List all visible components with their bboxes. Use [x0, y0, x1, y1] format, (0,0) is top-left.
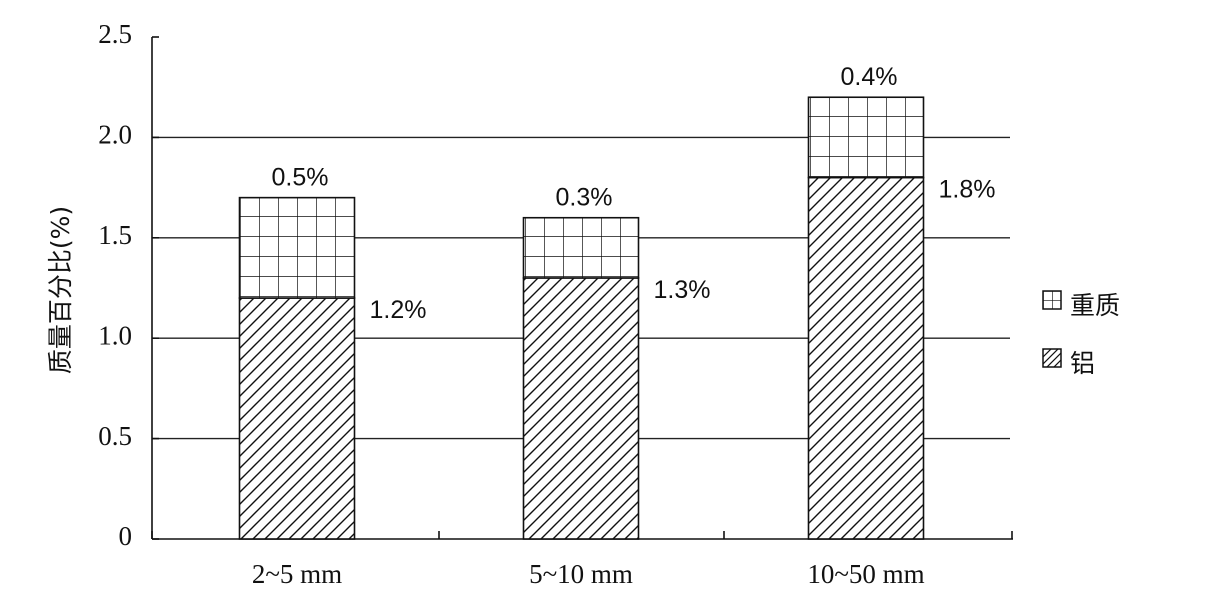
x-tick-label: 10~50 mm: [807, 559, 924, 589]
data-label-heavy: 0.3%: [556, 184, 613, 212]
y-tick-label: 0.5: [98, 421, 132, 451]
y-tick-label: 2.5: [98, 19, 132, 49]
legend-label-aluminum: 铝: [1070, 349, 1095, 378]
data-label-aluminum: 1.2%: [370, 296, 427, 324]
data-label-aluminum: 1.8%: [939, 176, 996, 204]
legend-label-heavy: 重质: [1070, 291, 1120, 320]
legend-swatch-aluminum: [1042, 348, 1062, 368]
bar-segment-aluminum: [522, 277, 640, 540]
bars: [238, 96, 925, 540]
data-labels: 1.2% 0.5% 1.3% 0.3% 1.8% 0.4%: [272, 63, 996, 324]
bar-segment-aluminum: [807, 176, 925, 540]
y-tick-label: 1.5: [98, 220, 132, 250]
data-label-heavy: 0.4%: [841, 63, 898, 91]
bar-segment-aluminum: [238, 297, 356, 540]
y-axis-label: 质量百分比(%): [46, 206, 75, 374]
data-label-heavy: 0.5%: [272, 164, 329, 192]
y-tick-label: 1.0: [98, 320, 132, 350]
y-axis: 0 0.5 1.0 1.5 2.0 2.5: [98, 19, 159, 551]
x-tick-label: 2~5 mm: [252, 559, 342, 589]
y-tick-label: 0: [119, 521, 133, 551]
legend-swatch-heavy: [1042, 290, 1062, 310]
bar-segment-heavy: [522, 216, 640, 279]
bar-segment-heavy: [238, 196, 356, 299]
y-axis-title: 质量百分比(%): [46, 206, 75, 374]
data-label-aluminum: 1.3%: [654, 276, 711, 304]
legend: 重质铝: [1042, 290, 1120, 378]
x-tick-label: 5~10 mm: [529, 559, 633, 589]
bar-segment-heavy: [807, 96, 925, 179]
y-tick-label: 2.0: [98, 120, 132, 150]
